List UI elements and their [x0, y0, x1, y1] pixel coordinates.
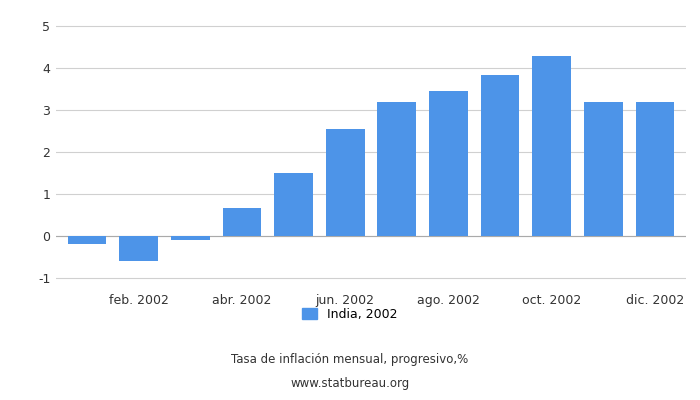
Bar [223, 208, 261, 236]
Bar [481, 74, 519, 236]
Bar [533, 56, 571, 236]
Bar [119, 236, 158, 261]
Bar [636, 102, 674, 236]
Bar [171, 236, 209, 240]
Bar [274, 173, 313, 236]
Legend: India, 2002: India, 2002 [298, 303, 402, 326]
Bar [429, 91, 468, 236]
Bar [584, 102, 623, 236]
Text: www.statbureau.org: www.statbureau.org [290, 378, 410, 390]
Bar [377, 102, 416, 236]
Text: Tasa de inflación mensual, progresivo,%: Tasa de inflación mensual, progresivo,% [232, 354, 468, 366]
Bar [326, 129, 365, 236]
Bar [68, 236, 106, 244]
